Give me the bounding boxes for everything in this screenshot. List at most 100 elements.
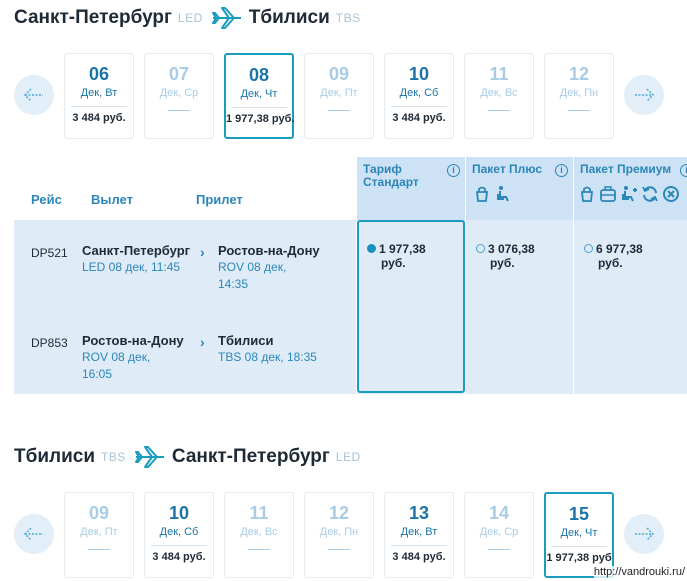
no-price-dash <box>168 110 190 111</box>
date-day-number: 13 <box>408 503 430 523</box>
outbound-route-header: Санкт-Петербург LED Тбилиси TBS <box>14 4 361 32</box>
date-divider <box>391 106 447 107</box>
info-icon[interactable]: i <box>447 164 460 177</box>
date-label: Дек, Сб <box>159 526 199 538</box>
date-card[interactable]: 11 Дек, Вс <box>464 53 534 139</box>
fare-standard-header: Тариф Стандарт i <box>357 157 465 220</box>
info-icon[interactable]: i <box>555 164 568 177</box>
fare-plus-name: Пакет Плюс <box>472 162 543 176</box>
date-label: Дек, Пн <box>559 87 599 99</box>
fare-standard-amount: 1 977,38 <box>379 242 426 256</box>
departure-detail: LED 08 дек, 11:45 <box>82 260 181 274</box>
no-price-dash <box>88 549 110 550</box>
fare-premium-amount: 6 977,38 <box>596 242 643 256</box>
arrow-right-icon <box>635 527 655 541</box>
return-from-code: TBS <box>101 450 126 464</box>
watermark: http://vandrouki.ru/ <box>593 566 685 578</box>
date-card[interactable]: 09 Дек, Пт <box>304 53 374 139</box>
date-price: 1 977,38 руб <box>546 552 612 564</box>
date-day-number: 08 <box>248 65 270 85</box>
leg-departure: Ростов-на-Дону ROV 08 дек, 16:05 <box>82 333 200 383</box>
outbound-date-strip: 06 Дек, Вт 3 484 руб. 07 Дек, Ср 08 Дек, Чт 1 9… <box>14 53 686 141</box>
date-label: Дек, Вт <box>400 526 438 538</box>
fare-premium-icons <box>578 185 680 203</box>
date-label: Дек, Вс <box>240 526 278 538</box>
radio-icon <box>476 244 485 253</box>
chevron-right-icon: › <box>200 244 205 260</box>
fare-plus-price[interactable]: 3 076,38 руб. <box>476 242 535 270</box>
date-day-number: 12 <box>328 503 350 523</box>
fare-standard-currency: руб. <box>381 256 406 270</box>
fare-plus-currency: руб. <box>490 256 515 270</box>
cancel-icon <box>663 186 679 202</box>
date-day-number: 10 <box>168 503 190 523</box>
radio-icon <box>584 244 593 253</box>
date-day-number: 07 <box>168 64 190 84</box>
date-card[interactable]: 12 Дек, Пн <box>304 492 374 578</box>
next-dates-button[interactable] <box>624 75 664 115</box>
arrow-right-icon <box>635 88 655 102</box>
return-date-strip: 09 Дек, Пт 10 Дек, Сб 3 484 руб. 11 Дек, Вс 12 Д… <box>14 492 686 580</box>
date-label: Дек, Сб <box>399 87 439 99</box>
flight-number: DP853 <box>31 336 68 350</box>
return-to-city: Санкт-Петербург <box>171 446 330 467</box>
leg-departure: Санкт-Петербург LED 08 дек, 11:45 <box>82 243 200 276</box>
date-card[interactable]: 15 Дек, Чт 1 977,38 руб <box>544 492 614 578</box>
date-card[interactable]: 13 Дек, Вт 3 484 руб. <box>384 492 454 578</box>
date-price: 3 484 руб. <box>72 112 126 124</box>
prev-dates-button[interactable] <box>14 75 54 115</box>
fare-premium-currency: руб. <box>598 256 623 270</box>
date-card[interactable]: 07 Дек, Ср <box>144 53 214 139</box>
date-card[interactable]: 11 Дек, Вс <box>224 492 294 578</box>
outbound-from-city: Санкт-Петербург <box>14 7 172 28</box>
date-card[interactable]: 10 Дек, Сб 3 484 руб. <box>144 492 214 578</box>
flights-body: DP521 Санкт-Петербург LED 08 дек, 11:45 … <box>14 220 356 394</box>
arrival-detail: ROV 08 дек, <box>218 260 287 274</box>
fare-premium-header: Пакет Премиум i <box>574 157 687 220</box>
fare-premium-column[interactable]: Пакет Премиум i 6 977,38 руб. <box>574 157 687 394</box>
fare-standard-price[interactable]: 1 977,38 руб. <box>367 242 426 270</box>
date-card[interactable]: 12 Дек, Пн <box>544 53 614 139</box>
date-day-number: 15 <box>568 504 590 524</box>
baggage-icon <box>475 186 489 202</box>
arrow-left-icon <box>23 88 43 102</box>
return-route-header: Тбилиси TBS Санкт-Петербург LED <box>14 443 361 471</box>
refresh-icon <box>642 186 658 202</box>
selected-fare-outline <box>357 220 465 393</box>
date-divider <box>551 546 607 547</box>
leg-arrival: Ростов-на-Дону ROV 08 дек, 14:35 <box>218 243 338 293</box>
no-price-dash <box>488 549 510 550</box>
fare-plus-header: Пакет Плюс i <box>466 157 573 220</box>
departure-city: Ростов-на-Дону <box>82 333 184 348</box>
return-to-code: LED <box>335 450 361 464</box>
date-card[interactable]: 08 Дек, Чт 1 977,38 руб. <box>224 53 294 139</box>
no-price-dash <box>568 110 590 111</box>
info-icon[interactable]: i <box>680 164 687 177</box>
date-card[interactable]: 14 Дек, Ср <box>464 492 534 578</box>
no-price-dash <box>248 549 270 550</box>
seat-icon <box>622 186 637 202</box>
no-price-dash <box>328 549 350 550</box>
arrival-detail: TBS 08 дек, 18:35 <box>218 350 317 364</box>
fare-standard-name: Тариф Стандарт <box>363 162 419 189</box>
departure-time: 16:05 <box>82 367 113 381</box>
date-card[interactable]: 10 Дек, Сб 3 484 руб. <box>384 53 454 139</box>
prev-dates-button[interactable] <box>14 514 54 554</box>
date-label: Дек, Вт <box>80 87 118 99</box>
flights-header: Рейс Вылет Прилет <box>14 157 356 220</box>
outbound-from-code: LED <box>177 11 203 25</box>
date-card[interactable]: 06 Дек, Вт 3 484 руб. <box>64 53 134 139</box>
fare-standard-column[interactable]: Тариф Стандарт i 1 977,38 руб. <box>357 157 465 394</box>
suitcase-icon <box>600 186 616 202</box>
flights-table: Рейс Вылет Прилет DP521 Санкт-Петербург … <box>14 157 687 394</box>
fare-plus-column[interactable]: Пакет Плюс i 3 076,38 руб. <box>466 157 573 394</box>
return-from-city: Тбилиси <box>14 446 96 467</box>
fare-plus-amount: 3 076,38 <box>488 242 535 256</box>
date-day-number: 09 <box>328 64 350 84</box>
next-dates-button[interactable] <box>624 514 664 554</box>
date-card[interactable]: 09 Дек, Пт <box>64 492 134 578</box>
date-label: Дек, Вс <box>480 87 518 99</box>
date-price: 3 484 руб. <box>392 551 446 563</box>
date-label: Дек, Пн <box>319 526 359 538</box>
fare-premium-price[interactable]: 6 977,38 руб. <box>584 242 643 270</box>
